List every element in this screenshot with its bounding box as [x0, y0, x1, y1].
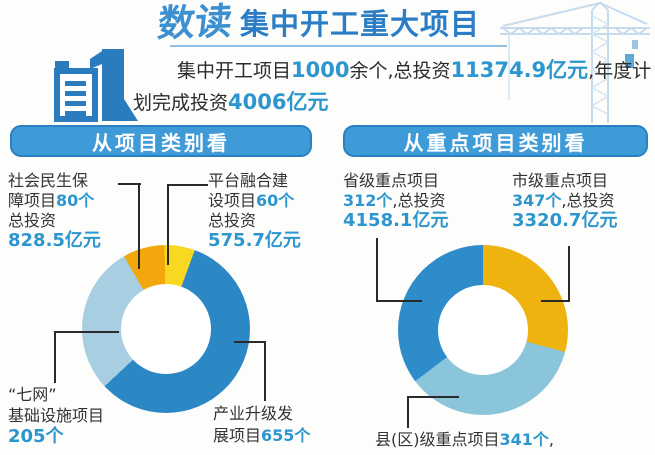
- leader-line: [264, 341, 266, 401]
- label-provincial-key-projects: 省级重点项目 312个,总投资 4158.1亿元: [343, 171, 449, 231]
- leader-line: [167, 184, 169, 265]
- intro-text: 集中开工项目1000余个,总投资11374.9亿元,年度计 划完成投资4006亿元: [133, 58, 652, 114]
- page-title: 数读 集中开工重大项目: [155, 0, 481, 46]
- label-seven-networks-infrastructure-projects: “七网” 基础设施项目 205个: [8, 385, 105, 447]
- leader-line: [54, 331, 119, 333]
- title-main-part: 集中开工重大项目: [240, 6, 481, 41]
- donut-chart-project-categories: [82, 245, 250, 413]
- section-header-left: 从项目类别看: [10, 125, 312, 157]
- crane-icon: [500, 2, 650, 123]
- leader-line: [407, 396, 459, 398]
- leader-line: [167, 184, 208, 186]
- building-icon: [54, 49, 138, 122]
- leader-line: [376, 300, 422, 302]
- label-municipal-key-projects: 市级重点项目 347个,总投资 3320.7亿元: [512, 171, 618, 231]
- label-platform-integration-projects: 平台融合建 设项目60个 总投资 575.7亿元: [208, 171, 301, 251]
- leader-line: [234, 341, 266, 343]
- leader-line: [541, 300, 570, 302]
- leader-line: [118, 183, 141, 185]
- label-industrial-upgrading-projects: 产业升级发 展项目655个: [213, 404, 311, 445]
- donut-chart-key-project-levels: [398, 245, 568, 415]
- leader-line: [54, 331, 56, 383]
- title-script-part: 数读: [155, 0, 235, 46]
- leader-line: [568, 246, 570, 302]
- title-underline-divider: [170, 45, 507, 47]
- leader-line: [376, 238, 378, 302]
- section-header-right: 从重点项目类别看: [343, 125, 648, 157]
- leader-line: [138, 183, 140, 269]
- label-social-welfare-projects: 社会民生保 障项目80个 总投资 828.5亿元: [8, 171, 101, 251]
- leader-line: [407, 396, 409, 428]
- label-county-key-projects: 县(区)级重点项目341个,: [375, 430, 554, 449]
